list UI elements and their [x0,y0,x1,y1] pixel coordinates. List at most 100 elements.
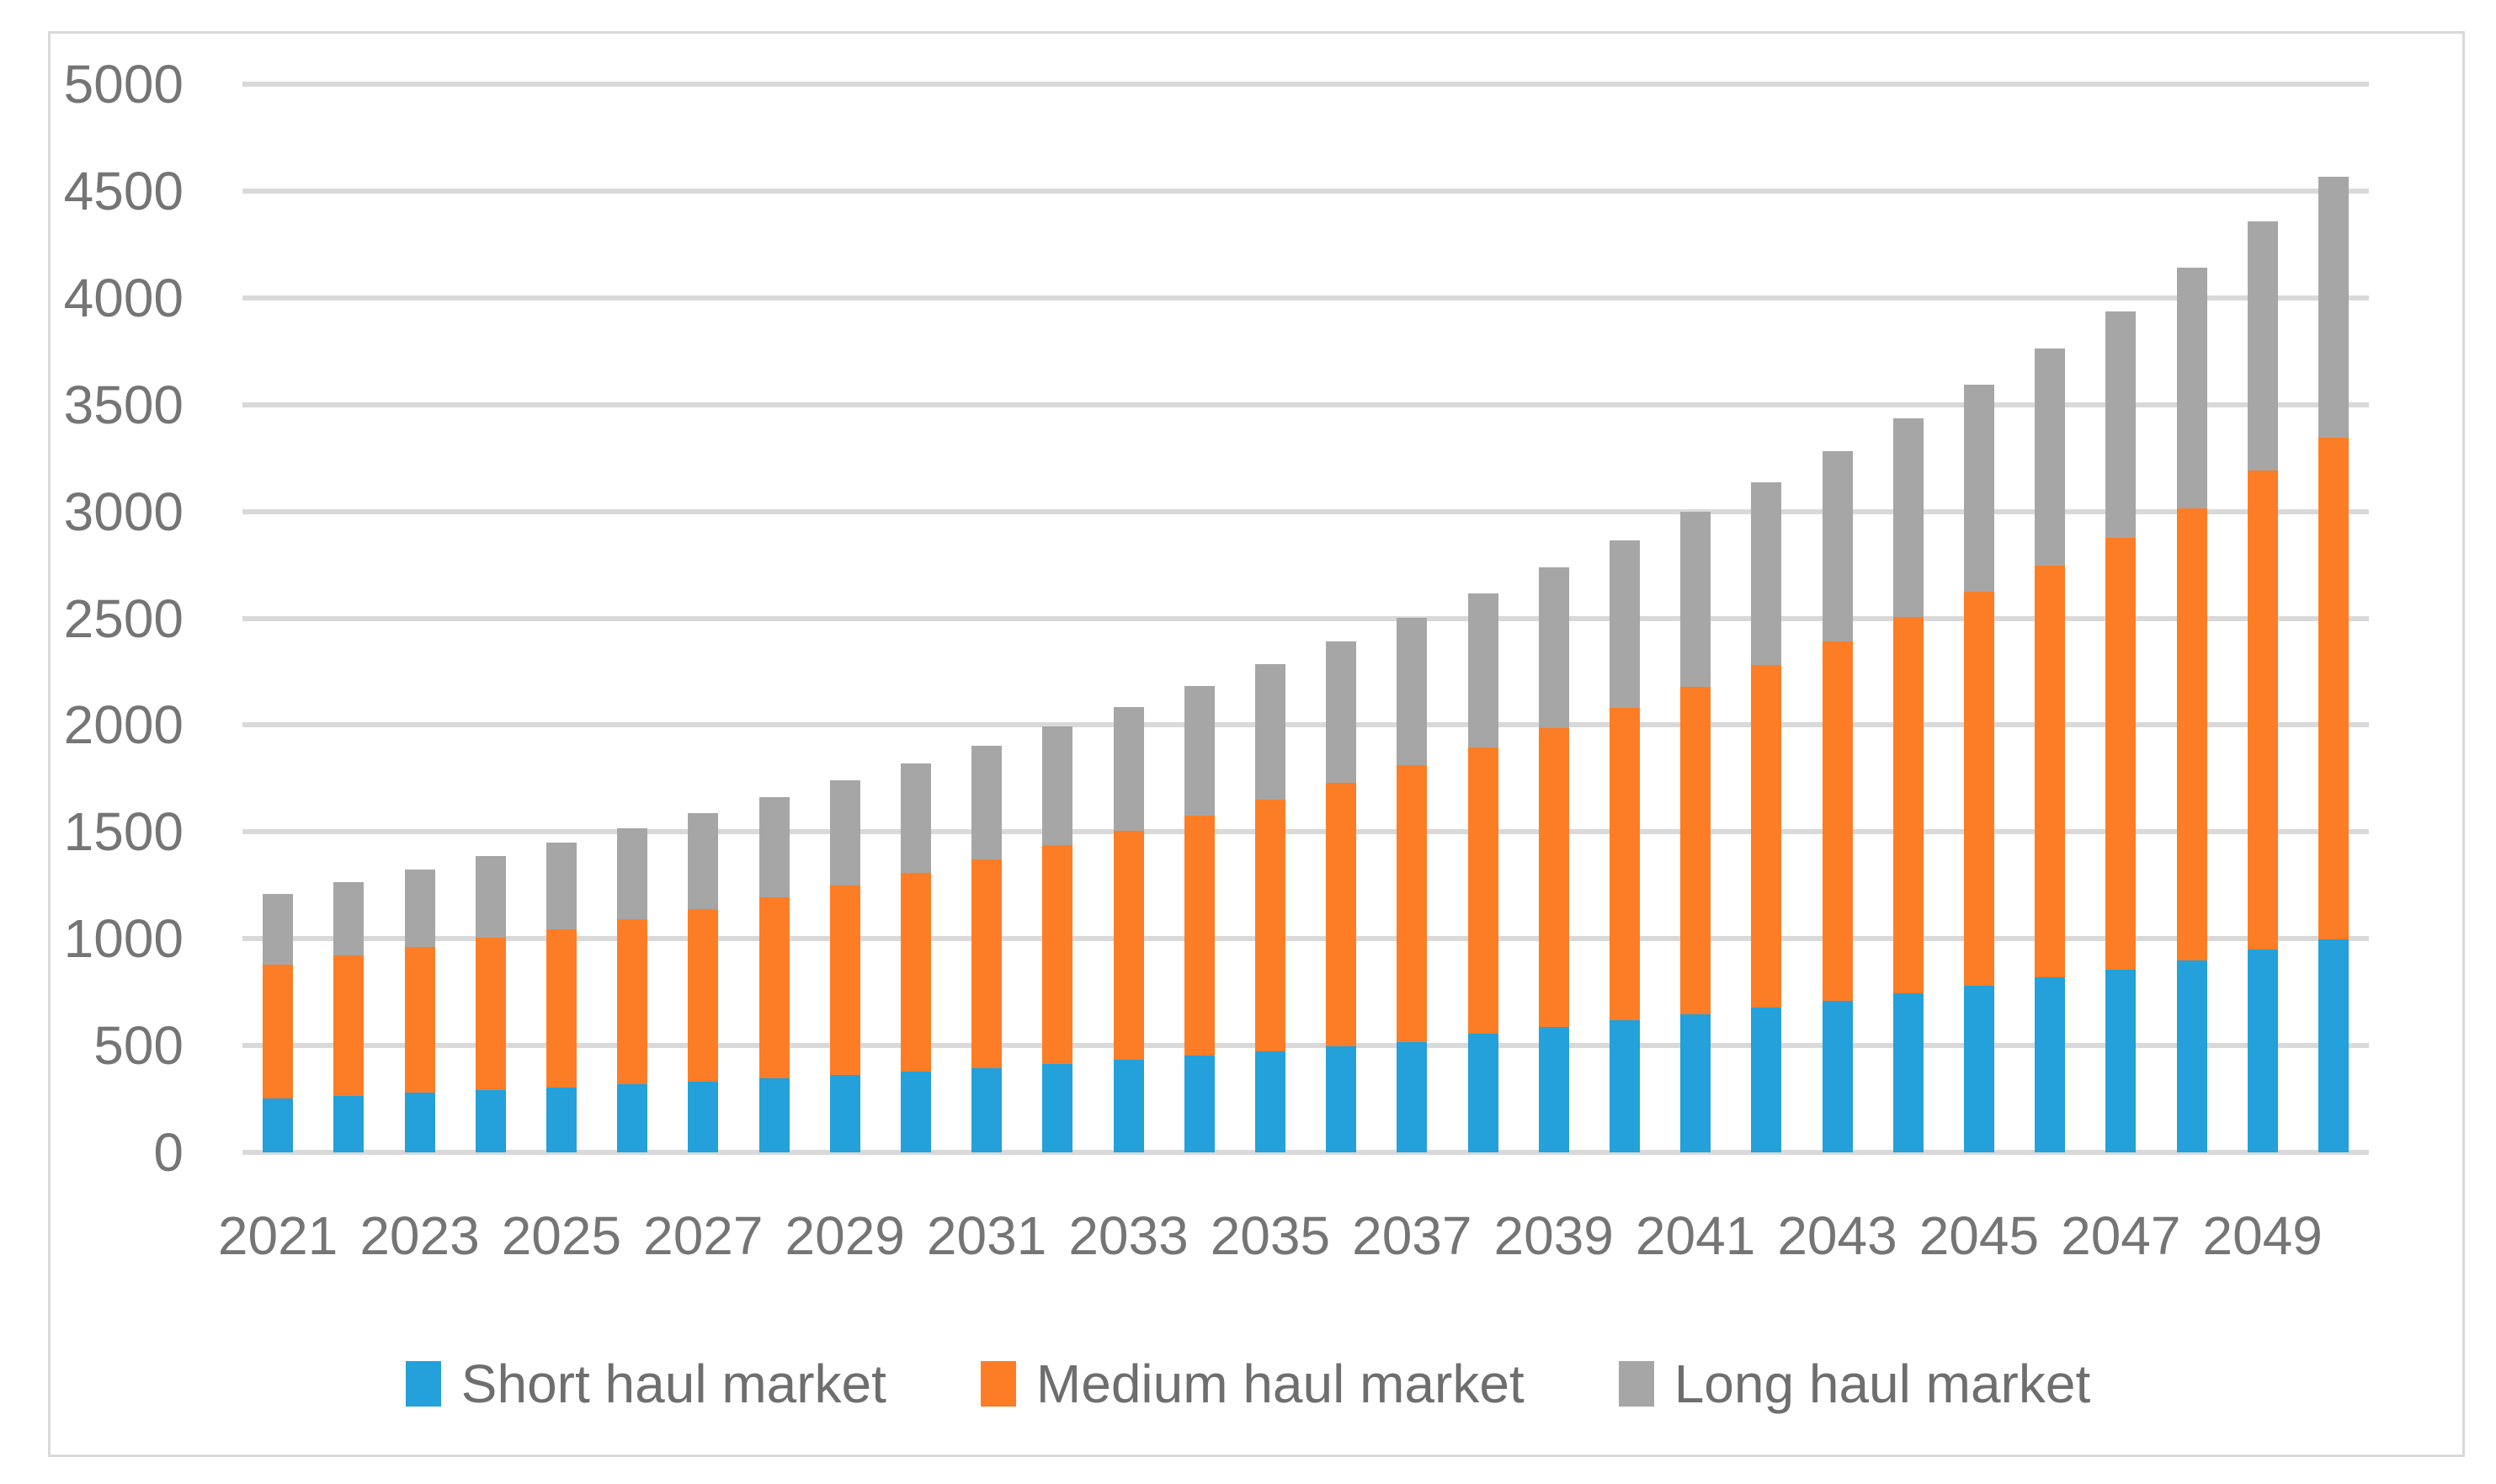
bar-2027-short-segment [688,1081,719,1152]
x-tick-label-2037: 2037 [1352,1205,1472,1266]
bar-2022-long-segment [333,881,365,956]
bar-2022-short-segment [333,1095,365,1152]
bar-2028-long-segment [758,796,790,897]
bar-2039-long-segment [1538,567,1569,728]
bar-2029-long-segment [829,780,860,886]
bar-2030-medium-segment [900,872,931,1072]
y-tick-label-4500: 4500 [63,160,184,221]
bar-2048-long-segment [2176,267,2207,508]
bar-2028-medium-segment [758,896,790,1078]
bar-2025-short-segment [546,1087,577,1152]
bar-2023-short-segment [404,1092,435,1152]
bar-2040-long-segment [1609,540,1640,708]
bar-2050-long-segment [2318,177,2349,439]
bar-2029 [829,780,860,1152]
legend-item-medium-haul: Medium haul market [980,1352,1525,1416]
legend-marker-short-haul-icon [405,1361,441,1407]
x-tick-label-2023: 2023 [359,1205,480,1266]
bar-2048-short-segment [2176,960,2207,1152]
bar-2046-short-segment [2035,977,2066,1152]
bar-2030-short-segment [900,1072,931,1152]
bar-2023 [404,869,435,1152]
gridline-4500 [242,188,2369,194]
bar-2050 [2318,177,2349,1152]
bar-2037-medium-segment [1397,765,1428,1042]
bar-2041 [1680,512,1711,1152]
y-tick-label-4000: 4000 [63,267,184,328]
bar-2046-medium-segment [2035,565,2066,978]
bar-2043-medium-segment [1822,641,1853,1001]
x-tick-label-2035: 2035 [1210,1205,1331,1266]
bar-2026 [617,827,648,1152]
bar-2032-long-segment [1042,726,1073,846]
bar-2031-long-segment [971,745,1003,859]
bar-2021-long-segment [263,893,294,965]
bar-2041-medium-segment [1680,686,1711,1015]
gridline-0 [242,1150,2369,1155]
bar-2045 [1963,384,1994,1152]
bar-2048-medium-segment [2176,508,2207,960]
x-tick-label-2043: 2043 [1777,1205,1897,1266]
bar-2048 [2176,267,2207,1152]
bar-2024 [475,856,506,1152]
bar-2029-short-segment [829,1075,860,1152]
bar-2026-long-segment [617,827,648,919]
legend-label-short-haul: Short haul market [460,1354,886,1414]
gridline-3000 [242,508,2369,514]
bar-2045-short-segment [1963,986,1994,1152]
bar-2041-short-segment [1680,1014,1711,1152]
bar-2021 [263,893,294,1152]
bar-2022 [333,881,365,1152]
x-tick-label-2029: 2029 [785,1205,905,1266]
bar-2038-long-segment [1467,593,1498,747]
bar-2031 [971,745,1003,1152]
bar-2036-long-segment [1326,641,1357,784]
bar-2037 [1397,618,1428,1152]
bar-2035-long-segment [1254,664,1285,800]
bar-2049 [2247,221,2278,1152]
x-tick-label-2045: 2045 [1919,1205,2040,1266]
bar-2036 [1326,641,1357,1152]
legend-item-short-haul: Short haul market [405,1352,886,1416]
y-tick-label-3000: 3000 [63,481,184,542]
bar-2033-medium-segment [1113,831,1144,1061]
x-tick-label-2039: 2039 [1493,1205,1614,1266]
x-axis: 2021 2023 2025 2027 2029 2031 2033 2035 2037 2039… [0,1209,2496,1276]
bar-2029-medium-segment [829,885,860,1076]
bar-2039-medium-segment [1538,727,1569,1028]
bar-2032 [1042,726,1073,1152]
bar-2043 [1822,450,1853,1152]
bar-2047-short-segment [2105,969,2137,1152]
x-tick-label-2047: 2047 [2061,1205,2181,1266]
bar-2044 [1892,418,1924,1152]
bar-2038-medium-segment [1467,747,1498,1034]
plot-area [242,82,2369,1155]
x-tick-label-2041: 2041 [1635,1205,1756,1266]
bar-2049-short-segment [2247,949,2278,1152]
bar-2027-medium-segment [688,908,719,1082]
bar-2047 [2105,311,2137,1152]
y-axis: 0 500 1000 1500 2000 2500 3000 3500 4000 4500 5000 [0,57,184,1179]
bar-2045-long-segment [1963,384,1994,593]
bar-2043-long-segment [1822,450,1853,642]
gridline-1500 [242,829,2369,835]
bar-2047-medium-segment [2105,537,2137,970]
bar-2046 [2035,348,2066,1152]
x-tick-label-2049: 2049 [2202,1205,2323,1266]
bar-2034 [1184,685,1215,1152]
bar-2033-short-segment [1113,1060,1144,1152]
bar-2025-long-segment [546,842,577,929]
x-tick-label-2027: 2027 [643,1205,764,1266]
bar-2031-medium-segment [971,859,1003,1068]
y-tick-label-5000: 5000 [63,54,184,114]
bar-2044-medium-segment [1892,617,1924,994]
bar-2050-short-segment [2318,939,2349,1152]
bar-2021-medium-segment [263,964,294,1099]
bar-2036-medium-segment [1326,783,1357,1047]
legend-marker-long-haul-icon [1618,1361,1654,1407]
bar-2042-short-segment [1751,1007,1782,1152]
bar-2028 [758,796,790,1152]
gridline-2000 [242,722,2369,728]
y-tick-label-1000: 1000 [63,908,184,970]
